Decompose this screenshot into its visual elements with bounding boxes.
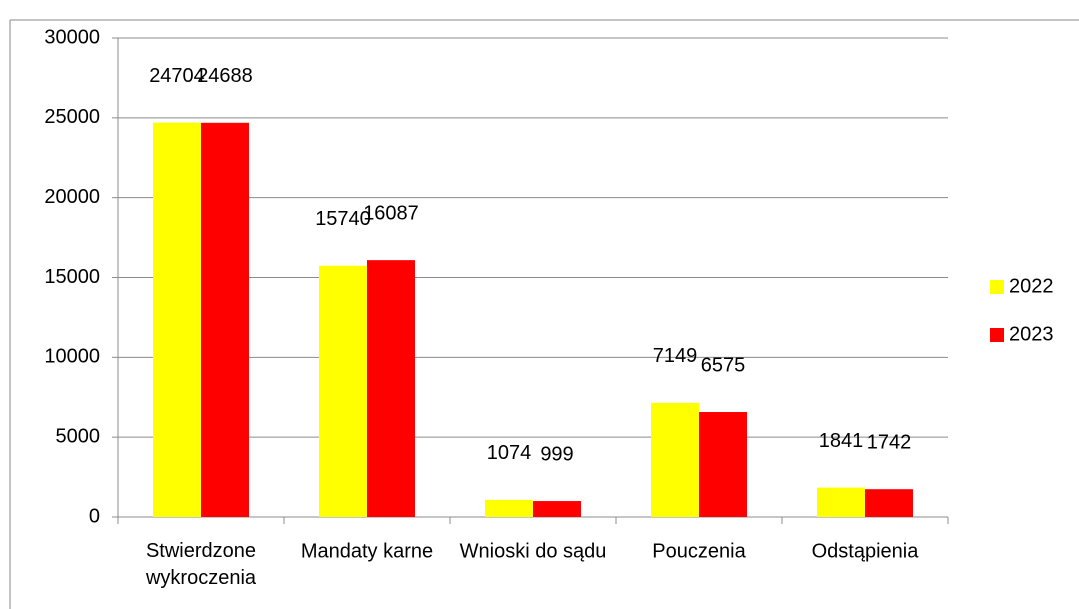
data-label: 1742 (867, 431, 912, 453)
bar (651, 402, 699, 517)
bar (699, 412, 747, 517)
bar (817, 487, 865, 517)
legend-label: 2022 (1009, 275, 1054, 297)
y-tick-label: 20000 (44, 186, 100, 208)
y-tick-label: 15000 (44, 266, 100, 288)
bar (865, 489, 913, 517)
y-tick-label: 0 (89, 505, 100, 527)
bar (533, 501, 581, 517)
bar (485, 499, 533, 517)
x-tick-label: Odstąpienia (812, 540, 920, 562)
y-tick-label: 10000 (44, 346, 100, 368)
data-label: 7149 (653, 345, 698, 367)
legend-label: 2023 (1009, 323, 1054, 345)
data-label: 15740 (315, 208, 371, 230)
x-tick-label: Mandaty karne (301, 540, 433, 562)
bar (319, 265, 367, 517)
x-tick-label: Pouczenia (652, 540, 746, 562)
x-tick-label: Wnioski do sądu (460, 540, 607, 562)
data-label: 16087 (363, 202, 419, 224)
y-tick-label: 25000 (44, 106, 100, 128)
data-label: 6575 (701, 354, 746, 376)
legend-swatch (990, 280, 1004, 294)
data-label: 999 (540, 443, 573, 465)
data-label: 24704 (149, 65, 205, 87)
legend-swatch (990, 328, 1004, 342)
y-tick-label: 5000 (56, 425, 101, 447)
y-tick-label: 30000 (44, 26, 100, 48)
data-label: 1841 (819, 430, 864, 452)
bar (153, 122, 201, 518)
data-label: 24688 (197, 65, 253, 87)
x-tick-label: Stwierdzone wykroczenia (145, 540, 257, 589)
data-label: 1074 (487, 442, 532, 464)
bar (367, 260, 415, 517)
bar (201, 122, 249, 517)
